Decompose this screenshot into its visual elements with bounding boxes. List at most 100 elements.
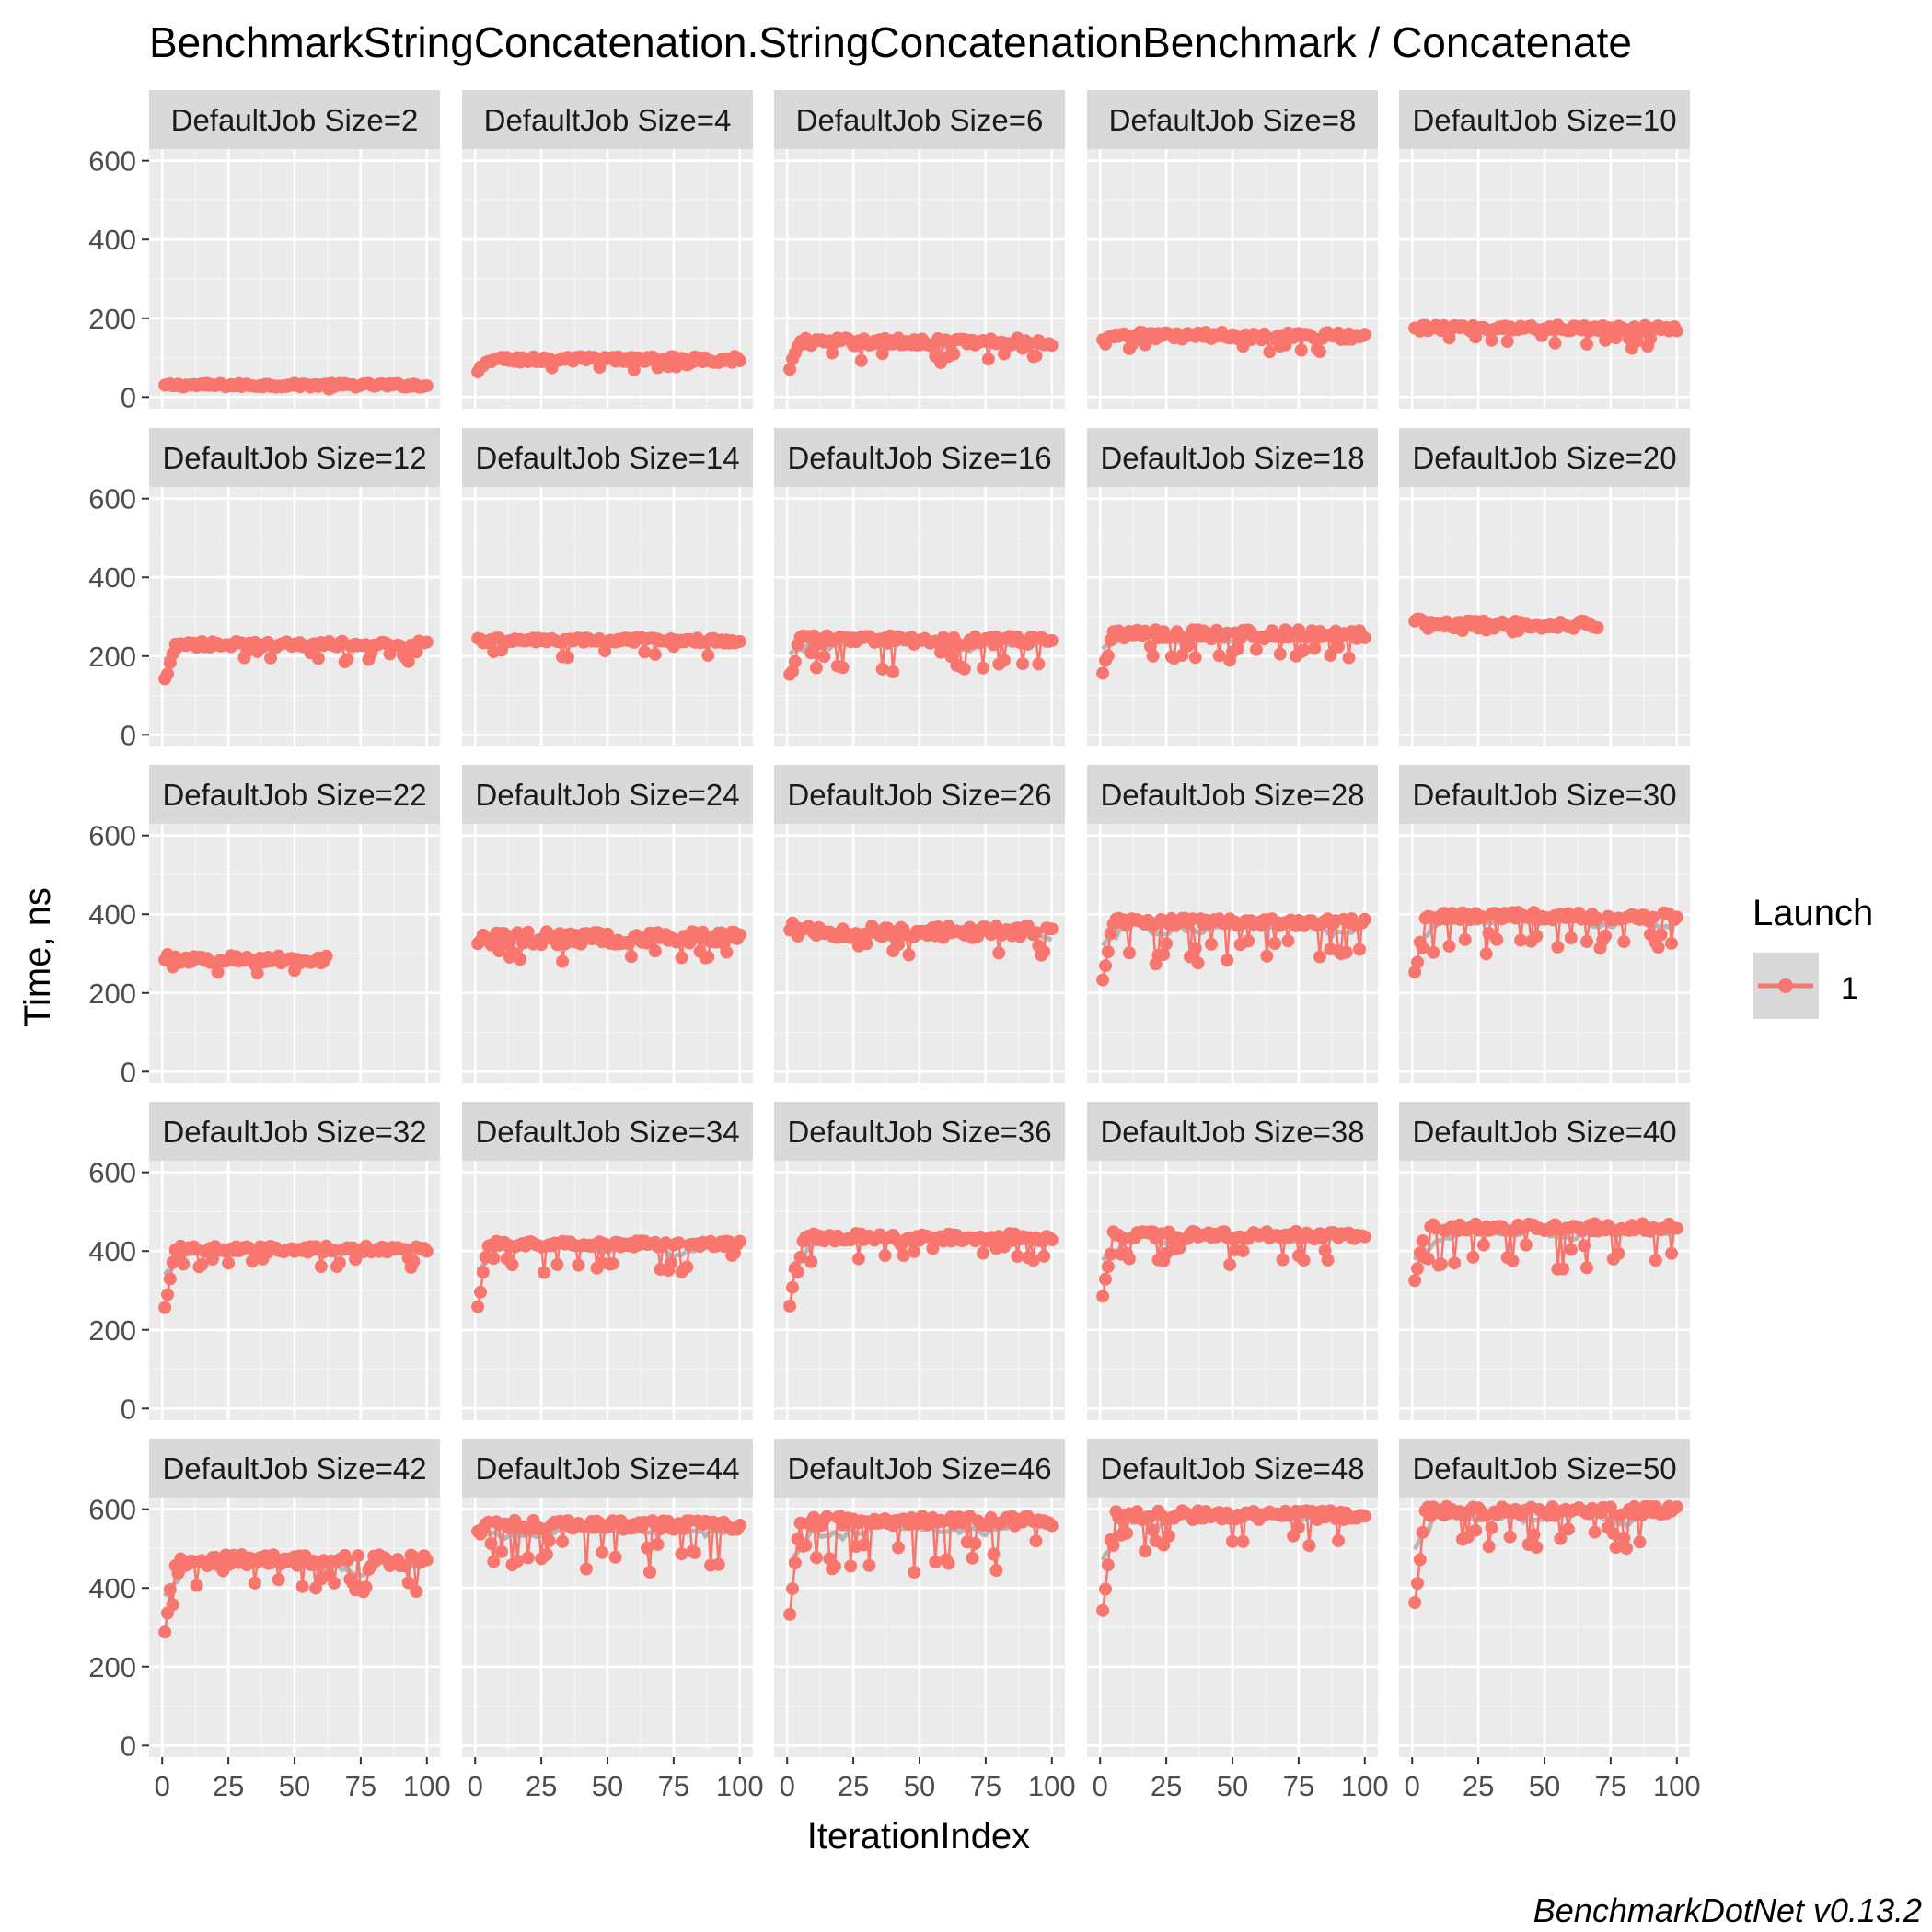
data-point (680, 1260, 694, 1274)
data-point (1413, 1553, 1427, 1567)
data-point (495, 1544, 508, 1558)
facet-panel: DefaultJob Size=16 (774, 428, 1065, 746)
data-point (1530, 1541, 1544, 1555)
facet-panel: DefaultJob Size=12 0 200 400 600 (88, 428, 440, 751)
data-point (648, 944, 662, 958)
data-point (1221, 954, 1234, 967)
data-point (1500, 335, 1514, 348)
data-point (1527, 1528, 1541, 1542)
data-point (862, 1558, 876, 1572)
x-tick-label: 50 (279, 1770, 310, 1802)
data-point (892, 938, 905, 952)
data-point (1358, 1510, 1371, 1523)
data-point (246, 1255, 259, 1268)
data-point (675, 1547, 688, 1561)
data-point (1416, 941, 1429, 954)
facet-strip (774, 1102, 1065, 1161)
data-point (1548, 336, 1562, 350)
data-point (1503, 1530, 1517, 1544)
facet-panel: DefaultJob Size=14 (462, 428, 753, 746)
facet-panel: DefaultJob Size=30 (1399, 765, 1690, 1083)
facet-strip-label: DefaultJob Size=2 (171, 103, 419, 137)
data-point (902, 948, 916, 962)
data-point (328, 1576, 341, 1590)
data-point (998, 654, 1011, 667)
facet-panel: DefaultJob Size=32 0 200 400 600 (88, 1102, 440, 1425)
data-point (1411, 1262, 1424, 1276)
data-point (1479, 947, 1493, 961)
data-point (711, 1557, 725, 1571)
data-point (1408, 1596, 1422, 1609)
facet-strip (1399, 1102, 1690, 1161)
data-point (1099, 1272, 1112, 1286)
facet-strip (1399, 90, 1690, 149)
data-point (487, 1252, 501, 1266)
y-tick-label: 200 (88, 1314, 136, 1347)
facet-panel: DefaultJob Size=42 0 200 400 600 0 25 50 75 100 (88, 1439, 451, 1802)
data-point (1332, 1533, 1345, 1547)
data-point (886, 665, 900, 678)
data-point (1427, 945, 1440, 959)
facet-strip (149, 90, 440, 149)
facet-panel: DefaultJob Size=28 (1087, 765, 1378, 1083)
y-tick-label: 0 (121, 1056, 136, 1088)
facet-strip (1399, 765, 1690, 824)
data-point (828, 1559, 841, 1573)
facet-strip-label: DefaultJob Size=36 (787, 1115, 1051, 1149)
data-point (1029, 349, 1043, 363)
data-point (788, 654, 802, 668)
facet-strip-label: DefaultJob Size=14 (475, 441, 739, 475)
x-tick-label: 100 (716, 1770, 764, 1802)
data-point (820, 1510, 834, 1523)
facet-strip (149, 1439, 440, 1498)
data-point (793, 1250, 807, 1264)
data-point (474, 1285, 487, 1299)
x-tick-label: 0 (1093, 1770, 1108, 1802)
data-point (875, 662, 889, 676)
data-point (550, 1257, 564, 1271)
data-point (401, 1576, 415, 1590)
data-point (1561, 1522, 1575, 1536)
x-tick-label: 25 (1463, 1770, 1494, 1802)
data-point (1358, 328, 1371, 341)
data-point (1096, 973, 1110, 987)
data-point (1617, 935, 1631, 949)
data-point (1099, 1582, 1112, 1596)
data-point (1599, 929, 1613, 943)
facet-strip (1087, 1102, 1378, 1161)
y-tick-label: 200 (88, 1651, 136, 1683)
data-point (892, 1541, 905, 1555)
data-point (1236, 1244, 1250, 1258)
data-point (1591, 621, 1604, 634)
data-point (1665, 936, 1678, 950)
data-point (1045, 633, 1059, 647)
x-tick-label: 25 (213, 1770, 244, 1802)
facet-strip-label: DefaultJob Size=28 (1100, 778, 1364, 812)
data-point (471, 1300, 485, 1313)
facet-strip-label: DefaultJob Size=10 (1412, 103, 1676, 137)
data-point (521, 1551, 535, 1565)
data-point (1434, 1257, 1448, 1271)
facet-strip-label: DefaultJob Size=16 (787, 441, 1051, 475)
data-point (987, 1547, 1001, 1561)
facet-strip (1399, 428, 1690, 487)
facet-strip-label: DefaultJob Size=6 (796, 103, 1044, 137)
data-point (1032, 657, 1046, 671)
data-point (733, 1519, 746, 1532)
data-point (1157, 948, 1171, 961)
facet-strip-label: DefaultJob Size=40 (1412, 1115, 1676, 1149)
data-point (701, 950, 715, 964)
legend-entry-label: 1 (1841, 971, 1858, 1006)
data-point (420, 635, 434, 649)
data-point (665, 1256, 677, 1270)
data-point (1620, 1542, 1634, 1556)
x-tick-label: 25 (1151, 1770, 1182, 1802)
data-point (1580, 337, 1593, 351)
data-point (161, 1288, 174, 1301)
data-point (783, 1299, 797, 1313)
data-point (1101, 649, 1115, 663)
facet-panel: DefaultJob Size=2 0 200 400 600 (88, 90, 440, 413)
data-point (1416, 1234, 1429, 1248)
data-point (1485, 333, 1498, 347)
data-point (733, 634, 746, 648)
